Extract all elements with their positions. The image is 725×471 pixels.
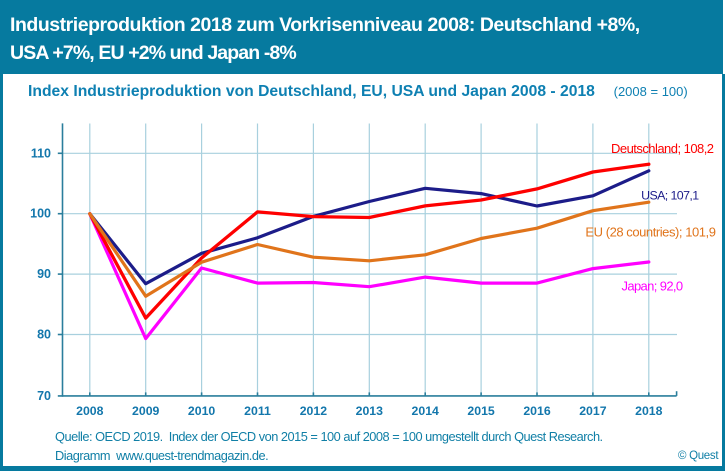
svg-text:2009: 2009 xyxy=(132,404,160,418)
svg-text:EU (28 countries); 101,9: EU (28 countries); 101,9 xyxy=(585,225,715,240)
svg-text:2008: 2008 xyxy=(76,404,104,418)
svg-text:2017: 2017 xyxy=(579,404,607,418)
svg-text:2016: 2016 xyxy=(523,404,551,418)
svg-text:70: 70 xyxy=(37,389,51,403)
svg-text:USA; 107,1: USA; 107,1 xyxy=(641,189,699,203)
svg-text:2013: 2013 xyxy=(356,404,384,418)
svg-text:Japan; 92,0: Japan; 92,0 xyxy=(621,278,682,293)
svg-text:2010: 2010 xyxy=(188,404,216,418)
svg-text:110: 110 xyxy=(31,146,51,160)
svg-text:2015: 2015 xyxy=(467,404,495,418)
svg-text:80: 80 xyxy=(37,328,51,342)
svg-text:2014: 2014 xyxy=(412,404,440,418)
svg-text:Deutschland; 108,2: Deutschland; 108,2 xyxy=(611,141,714,156)
svg-text:2012: 2012 xyxy=(300,404,328,418)
svg-text:2018: 2018 xyxy=(635,404,663,418)
svg-text:100: 100 xyxy=(30,207,51,221)
svg-text:2011: 2011 xyxy=(244,404,271,418)
svg-text:90: 90 xyxy=(37,267,51,281)
